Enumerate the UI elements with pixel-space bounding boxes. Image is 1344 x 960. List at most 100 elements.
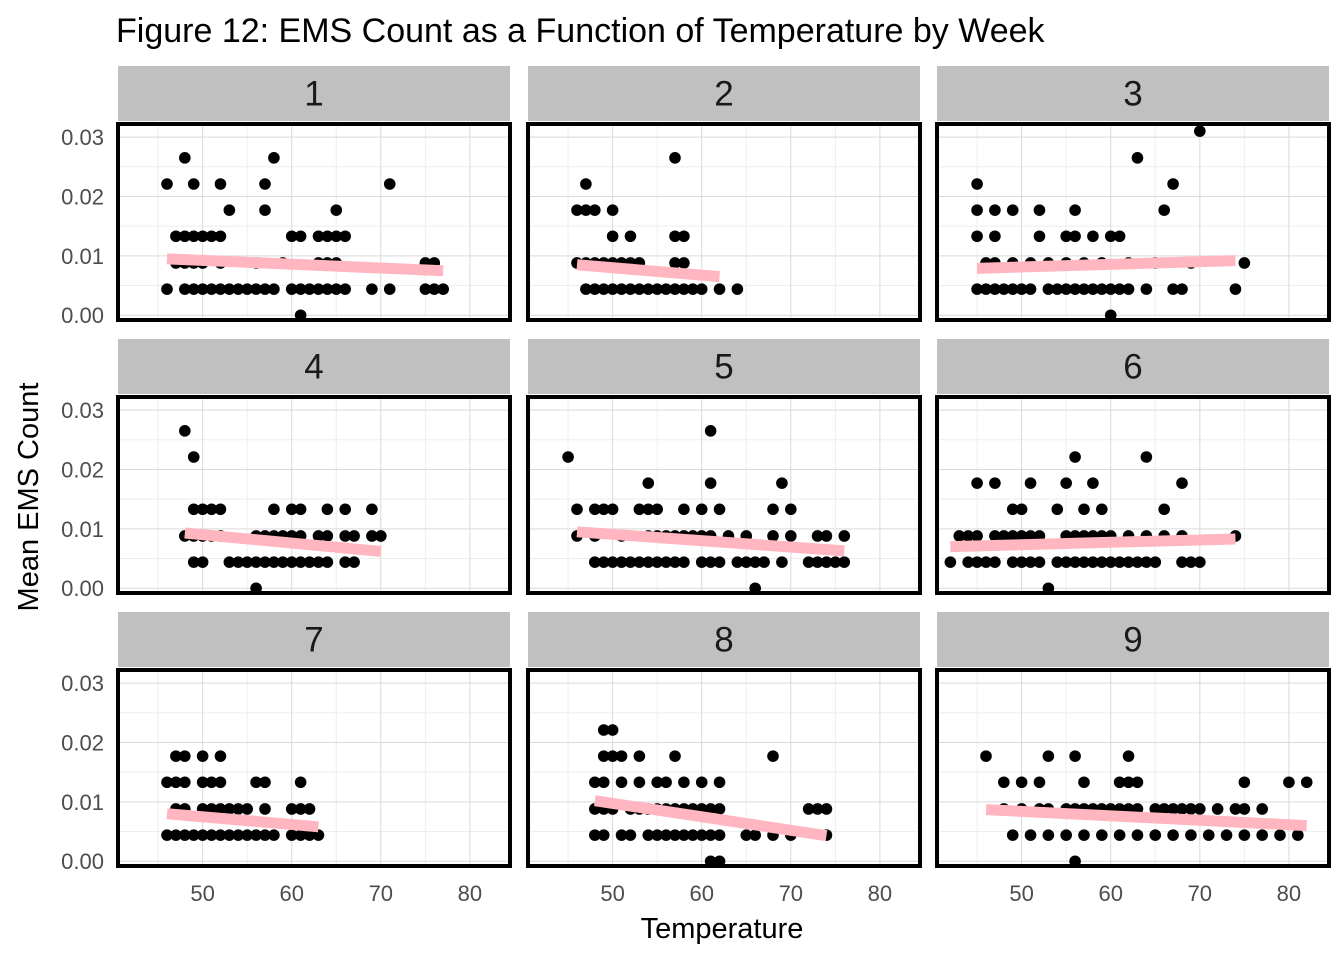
- data-point: [294, 803, 307, 815]
- data-point: [285, 503, 298, 516]
- data-point: [1078, 556, 1090, 568]
- data-point: [1202, 829, 1215, 841]
- data-point: [196, 776, 209, 789]
- data-point: [187, 829, 200, 841]
- data-point: [1104, 230, 1117, 243]
- gridlines: [118, 397, 510, 593]
- trend-line: [576, 526, 845, 557]
- data-point: [214, 829, 227, 841]
- data-point: [259, 178, 271, 190]
- data-point: [1194, 556, 1206, 568]
- data-point: [589, 283, 601, 295]
- panel-border: [935, 395, 1331, 595]
- data-point: [303, 283, 316, 295]
- data-point: [1051, 556, 1064, 568]
- trend-line: [166, 253, 444, 277]
- data-point: [1069, 230, 1081, 243]
- data-point: [980, 283, 992, 295]
- data-point: [339, 283, 351, 295]
- facet-week-6: 6: [935, 339, 1331, 595]
- data-point: [161, 776, 173, 789]
- data-point: [1300, 776, 1313, 789]
- data-point: [669, 829, 681, 841]
- data-point: [695, 556, 708, 568]
- data-point: [1015, 556, 1028, 568]
- data-point: [1113, 283, 1126, 295]
- data-point: [214, 750, 227, 762]
- data-point: [187, 451, 200, 463]
- facet-strip-label: 9: [1123, 621, 1142, 660]
- data-point: [687, 829, 699, 841]
- data-point: [704, 803, 717, 815]
- data-point: [695, 283, 708, 295]
- data-point: [1238, 257, 1251, 269]
- data-point: [704, 425, 717, 437]
- data-point: [971, 230, 983, 243]
- data-point: [232, 829, 245, 841]
- data-point: [820, 803, 833, 815]
- data-point: [1131, 776, 1144, 789]
- data-point: [1006, 283, 1019, 295]
- data-point: [437, 283, 449, 295]
- data-point: [1096, 556, 1108, 568]
- facet-strip: [937, 612, 1329, 667]
- data-point: [571, 503, 583, 516]
- data-point: [989, 204, 1001, 216]
- data-point: [1078, 776, 1090, 789]
- data-point: [1078, 503, 1090, 516]
- data-point: [1292, 829, 1304, 841]
- data-point: [1194, 125, 1206, 137]
- data-point: [713, 503, 726, 516]
- data-point: [589, 776, 601, 789]
- data-point: [998, 530, 1010, 542]
- data-point: [785, 503, 797, 516]
- data-point: [597, 283, 610, 295]
- data-point: [214, 230, 227, 243]
- data-point: [633, 750, 646, 762]
- y-tick-label: 0.02: [61, 730, 104, 755]
- facet-strip: [528, 66, 920, 121]
- facet-strip-label: 1: [304, 75, 323, 114]
- data-points: [944, 451, 1242, 595]
- data-point: [1078, 283, 1090, 295]
- data-point: [606, 283, 619, 295]
- data-point: [971, 283, 983, 295]
- facet-strip: [528, 339, 920, 394]
- data-point: [713, 556, 726, 568]
- data-point: [660, 776, 672, 789]
- data-point: [161, 829, 173, 841]
- data-point: [704, 556, 717, 568]
- data-point: [1042, 750, 1055, 762]
- data-point: [1238, 829, 1251, 841]
- data-point: [196, 829, 209, 841]
- panel-border: [116, 122, 512, 322]
- data-point: [615, 776, 628, 789]
- data-point: [170, 750, 182, 762]
- data-point: [187, 230, 200, 243]
- data-point: [615, 829, 628, 841]
- data-point: [285, 283, 298, 295]
- data-point: [1069, 750, 1081, 762]
- trend-line: [950, 533, 1236, 553]
- data-point: [268, 283, 280, 295]
- data-point: [589, 204, 601, 216]
- data-point: [695, 829, 708, 841]
- data-point: [223, 283, 236, 295]
- y-tick-label: 0.00: [61, 849, 104, 874]
- facet-strip-label: 5: [714, 348, 733, 387]
- data-point: [1096, 283, 1108, 295]
- data-point: [1042, 829, 1055, 841]
- data-point: [161, 283, 173, 295]
- y-axis-title: Mean EMS Count: [13, 383, 45, 612]
- data-point: [802, 556, 815, 568]
- data-point: [1024, 477, 1037, 489]
- data-point: [1158, 803, 1170, 815]
- data-point: [615, 750, 628, 762]
- data-point: [998, 776, 1010, 789]
- data-point: [1140, 283, 1153, 295]
- data-point: [580, 283, 592, 295]
- x-tick-label: 80: [868, 881, 892, 906]
- data-point: [606, 230, 619, 243]
- trend-line: [593, 795, 828, 842]
